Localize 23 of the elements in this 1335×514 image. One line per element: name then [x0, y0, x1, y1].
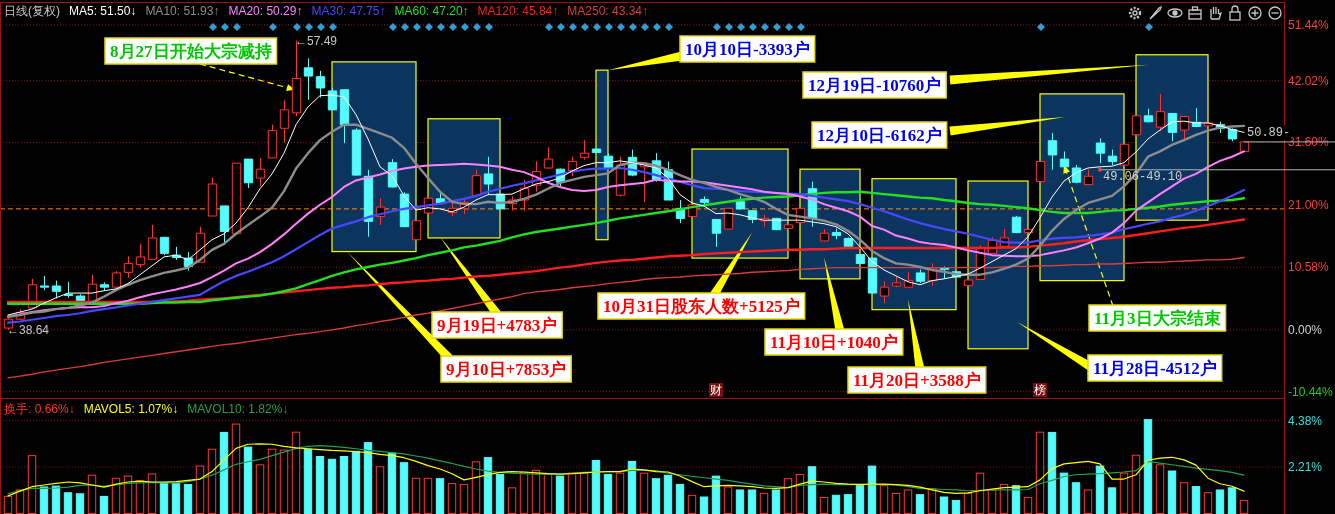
y-tick-label: 42.02%: [1288, 73, 1330, 88]
annotation: 10月10日-3393户: [685, 40, 810, 59]
annotation: 12月10日-6162户: [817, 126, 942, 145]
y-tick-label: 31.60%: [1288, 135, 1330, 150]
y-tick-label: 4.38%: [1288, 413, 1323, 428]
annotation: 9月10日+7853户: [446, 360, 567, 379]
y-tick-label: -10.44%: [1288, 384, 1334, 399]
y-tick-label: 51.44%: [1288, 17, 1330, 32]
annotation: 11月10日+1040户: [770, 333, 898, 352]
legend: 换手: 0.66%↓ MAVOL5: 1.07%↓ MAVOL10: 1.82%↓: [4, 402, 289, 416]
y-tick-label: 2.21%: [1288, 459, 1323, 474]
annotation: 11月28日-4512户: [1093, 359, 1217, 378]
annotation: 12月19日-10760户: [808, 76, 942, 95]
annotation: 11月20日+3588户: [853, 371, 981, 390]
y-tick-label: 21.00%: [1288, 198, 1330, 213]
annotation: 8月27日开始大宗减持: [110, 42, 272, 61]
annotation: 11月3日大宗结束: [1094, 309, 1221, 328]
annotation: 10月31日股东人数+5125户: [603, 297, 800, 316]
y-tick-label: 10.58%: [1288, 260, 1330, 275]
legend: 日线(复权) MA5: 51.50↓ MA10: 51.93↑ MA20: 50.29↑ MA30: 47.75↑ MA60: 47.20↑ MA120: 45.84↑ MA250: 43.34↑: [4, 4, 648, 18]
annotation: 9月19日+4783户: [437, 316, 558, 335]
annotation: 50.89-: [1247, 125, 1291, 140]
y-tick-label: 0.00%: [1288, 322, 1323, 337]
